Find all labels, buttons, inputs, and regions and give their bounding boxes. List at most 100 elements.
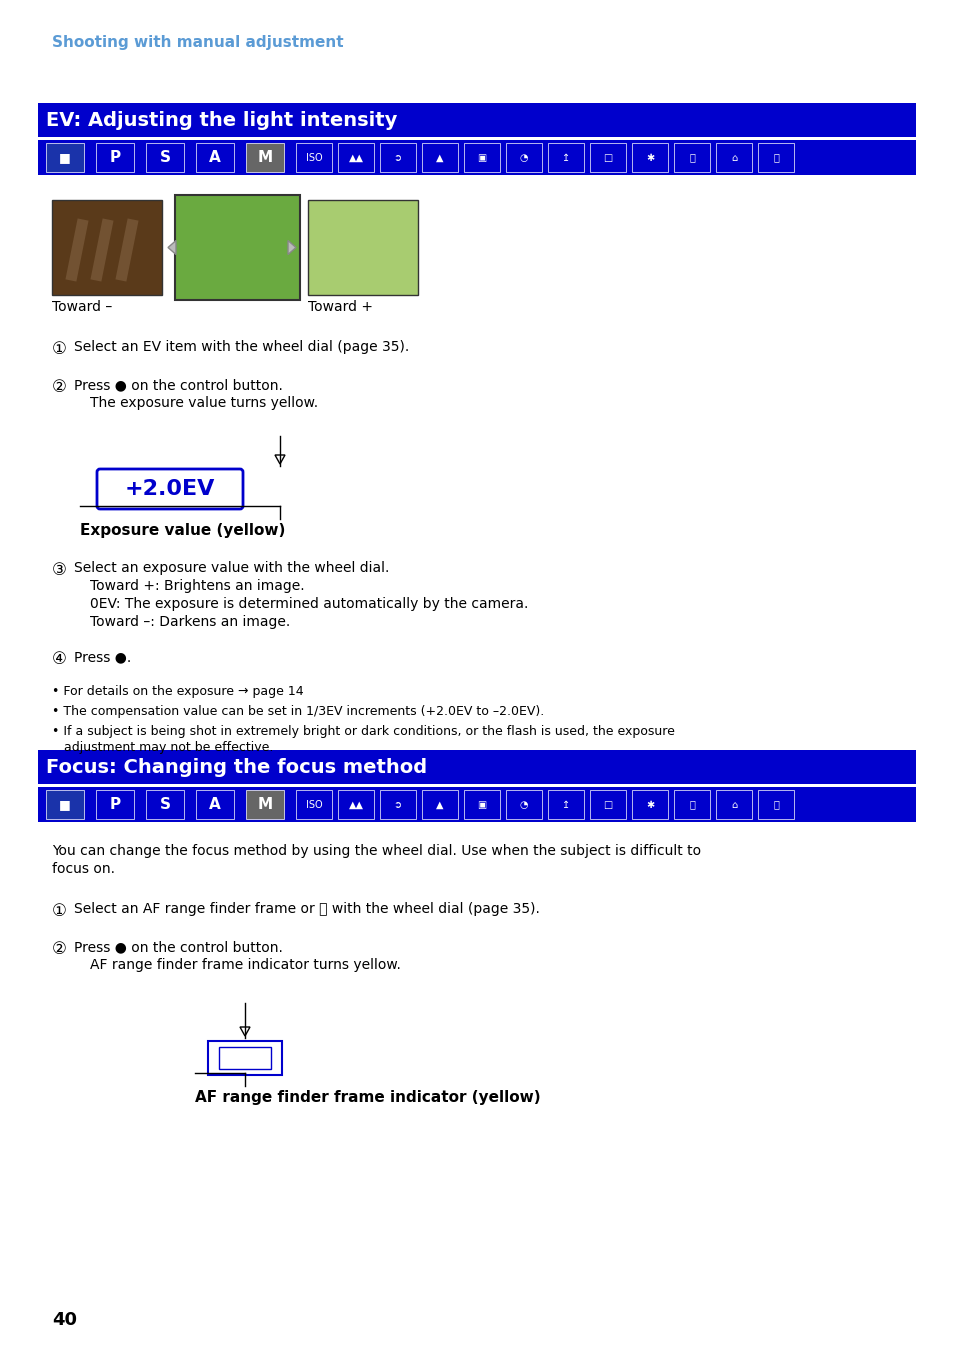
FancyBboxPatch shape <box>97 470 243 509</box>
Text: Toward +: Brightens an image.: Toward +: Brightens an image. <box>90 579 304 593</box>
Text: Focus: Changing the focus method: Focus: Changing the focus method <box>46 757 427 776</box>
Text: Select an AF range finder frame or Ⓕ with the wheel dial (page 35).: Select an AF range finder frame or Ⓕ wit… <box>74 902 539 916</box>
FancyBboxPatch shape <box>295 790 332 820</box>
FancyBboxPatch shape <box>52 199 162 294</box>
FancyBboxPatch shape <box>589 790 625 820</box>
Text: Toward –: Toward – <box>52 300 112 313</box>
FancyBboxPatch shape <box>308 199 417 294</box>
Text: Press ● on the control button.: Press ● on the control button. <box>74 379 283 392</box>
FancyBboxPatch shape <box>337 790 374 820</box>
Text: M: M <box>257 797 273 811</box>
Text: ②: ② <box>52 940 67 958</box>
FancyBboxPatch shape <box>463 790 499 820</box>
Text: ⎕: ⎕ <box>772 799 778 810</box>
FancyBboxPatch shape <box>295 142 332 172</box>
FancyBboxPatch shape <box>379 790 416 820</box>
Text: □: □ <box>602 152 612 163</box>
Text: AF range finder frame indicator (yellow): AF range finder frame indicator (yellow) <box>194 1090 540 1105</box>
Text: • If a subject is being shot in extremely bright or dark conditions, or the flas: • If a subject is being shot in extremel… <box>52 725 674 738</box>
FancyBboxPatch shape <box>46 142 84 172</box>
Text: ▣: ▣ <box>476 152 486 163</box>
Text: +2.0EV: +2.0EV <box>125 479 215 499</box>
FancyBboxPatch shape <box>716 790 751 820</box>
Text: Press ●.: Press ●. <box>74 650 132 664</box>
Text: Select an exposure value with the wheel dial.: Select an exposure value with the wheel … <box>74 560 389 575</box>
Text: • The compensation value can be set in 1/3EV increments (+2.0EV to –2.0EV).: • The compensation value can be set in 1… <box>52 706 543 718</box>
FancyBboxPatch shape <box>219 1048 271 1069</box>
Text: ⌂: ⌂ <box>730 152 737 163</box>
Text: Toward +: Toward + <box>308 300 373 313</box>
Text: ①: ① <box>52 341 67 358</box>
FancyBboxPatch shape <box>758 142 793 172</box>
FancyBboxPatch shape <box>46 790 84 820</box>
Text: ③: ③ <box>52 560 67 579</box>
Text: Shooting with manual adjustment: Shooting with manual adjustment <box>52 35 343 50</box>
FancyBboxPatch shape <box>716 142 751 172</box>
Text: ⎗: ⎗ <box>688 799 694 810</box>
Text: ▣: ▣ <box>476 799 486 810</box>
Text: ▲▲: ▲▲ <box>348 152 363 163</box>
FancyBboxPatch shape <box>246 142 284 172</box>
FancyBboxPatch shape <box>589 142 625 172</box>
FancyBboxPatch shape <box>38 103 915 137</box>
Text: ▲▲: ▲▲ <box>348 799 363 810</box>
FancyBboxPatch shape <box>673 790 709 820</box>
Text: EV: Adjusting the light intensity: EV: Adjusting the light intensity <box>46 110 397 129</box>
Text: The exposure value turns yellow.: The exposure value turns yellow. <box>90 396 317 410</box>
Text: ➲: ➲ <box>394 152 401 163</box>
FancyBboxPatch shape <box>758 790 793 820</box>
FancyBboxPatch shape <box>195 142 233 172</box>
Text: ↥: ↥ <box>561 799 570 810</box>
Text: ▲: ▲ <box>436 799 443 810</box>
FancyBboxPatch shape <box>174 195 299 300</box>
Text: Press ● on the control button.: Press ● on the control button. <box>74 940 283 954</box>
FancyBboxPatch shape <box>463 142 499 172</box>
Polygon shape <box>168 240 175 255</box>
Text: ✱: ✱ <box>645 152 654 163</box>
Text: ■: ■ <box>59 151 71 164</box>
Text: A: A <box>209 151 221 166</box>
Text: ◔: ◔ <box>519 152 528 163</box>
Text: ⎕: ⎕ <box>772 152 778 163</box>
FancyBboxPatch shape <box>547 142 583 172</box>
FancyBboxPatch shape <box>421 790 457 820</box>
FancyBboxPatch shape <box>673 142 709 172</box>
Text: P: P <box>110 151 120 166</box>
Text: 40: 40 <box>52 1311 77 1329</box>
Text: A: A <box>209 797 221 811</box>
Text: S: S <box>159 151 171 166</box>
Text: ■: ■ <box>59 798 71 811</box>
FancyBboxPatch shape <box>505 790 541 820</box>
Text: • For details on the exposure → page 14: • For details on the exposure → page 14 <box>52 685 303 697</box>
Text: P: P <box>110 797 120 811</box>
Text: ISO: ISO <box>305 152 322 163</box>
Text: ↥: ↥ <box>561 152 570 163</box>
FancyBboxPatch shape <box>547 790 583 820</box>
FancyBboxPatch shape <box>337 142 374 172</box>
FancyBboxPatch shape <box>246 790 284 820</box>
FancyBboxPatch shape <box>379 142 416 172</box>
Text: 0EV: The exposure is determined automatically by the camera.: 0EV: The exposure is determined automati… <box>90 597 528 611</box>
Text: You can change the focus method by using the wheel dial. Use when the subject is: You can change the focus method by using… <box>52 844 700 858</box>
Text: Exposure value (yellow): Exposure value (yellow) <box>80 522 285 537</box>
FancyBboxPatch shape <box>38 750 915 784</box>
Text: ISO: ISO <box>305 799 322 810</box>
Text: ⎗: ⎗ <box>688 152 694 163</box>
Text: M: M <box>257 151 273 166</box>
Text: ④: ④ <box>52 650 67 668</box>
FancyBboxPatch shape <box>96 790 133 820</box>
Text: Select an EV item with the wheel dial (page 35).: Select an EV item with the wheel dial (p… <box>74 341 409 354</box>
Text: ◔: ◔ <box>519 799 528 810</box>
Text: adjustment may not be effective.: adjustment may not be effective. <box>64 741 274 754</box>
FancyBboxPatch shape <box>631 142 667 172</box>
Text: ➲: ➲ <box>394 799 401 810</box>
FancyBboxPatch shape <box>505 142 541 172</box>
FancyBboxPatch shape <box>208 1041 282 1075</box>
Text: ▲: ▲ <box>436 152 443 163</box>
FancyBboxPatch shape <box>96 142 133 172</box>
FancyBboxPatch shape <box>38 140 915 175</box>
FancyBboxPatch shape <box>195 790 233 820</box>
Text: ①: ① <box>52 902 67 920</box>
FancyBboxPatch shape <box>146 790 184 820</box>
FancyBboxPatch shape <box>146 142 184 172</box>
